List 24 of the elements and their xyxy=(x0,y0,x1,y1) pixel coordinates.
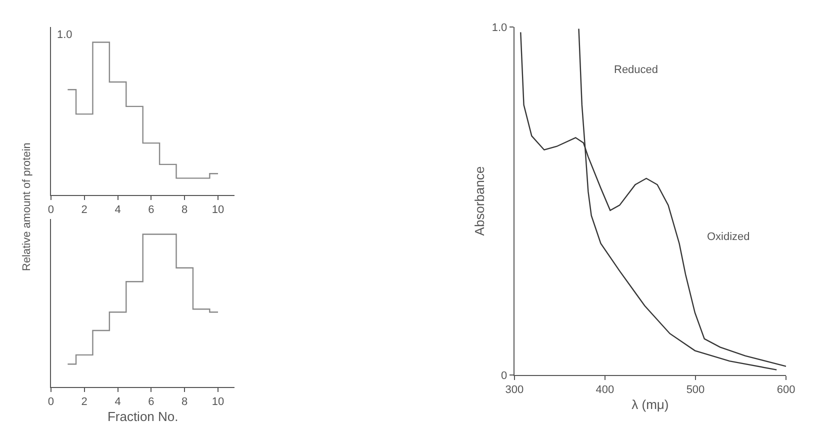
x-tick-label: 4 xyxy=(114,204,121,216)
x-tick-label: 10 xyxy=(212,204,224,216)
x-tick-label: 400 xyxy=(596,384,614,396)
x-axis-title: λ (mμ) xyxy=(632,396,669,412)
y-axis-title: Relative amount of protein xyxy=(21,142,33,271)
y-axis-title: Absorbance xyxy=(472,166,487,236)
annotation: Reduced xyxy=(614,64,658,76)
x-tick-label: 0 xyxy=(48,396,54,408)
x-tick-label: 2 xyxy=(81,396,88,408)
x-tick-label: 6 xyxy=(148,204,154,216)
annotation: Oxidized xyxy=(707,231,750,243)
x-tick-label: 600 xyxy=(776,384,796,396)
x-tick-label: 2 xyxy=(81,204,88,216)
x-tick-label: 10 xyxy=(212,396,224,408)
x-tick-label: 0 xyxy=(48,204,54,216)
x-tick-label: 8 xyxy=(182,396,188,408)
line-series xyxy=(520,32,786,367)
x-tick-label: 4 xyxy=(114,396,121,408)
text: 1.0 xyxy=(57,29,72,41)
x-tick-label: 300 xyxy=(505,384,524,396)
x-tick-label: 6 xyxy=(148,396,154,408)
x-tick-label: 8 xyxy=(182,204,188,216)
x-axis-title: Fraction No. xyxy=(107,408,178,424)
x-tick-label: 500 xyxy=(686,384,705,396)
